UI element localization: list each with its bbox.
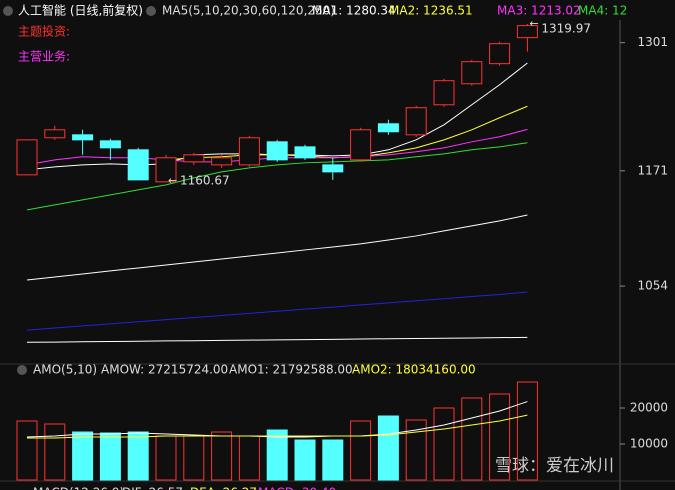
candle-body bbox=[266, 141, 288, 161]
candle-body bbox=[127, 149, 149, 181]
ma-line bbox=[26, 291, 528, 331]
volume-bar bbox=[44, 423, 66, 481]
volume-bar bbox=[294, 439, 316, 481]
volume-bar bbox=[72, 431, 94, 481]
macd-legend: MACD(12,26,9) bbox=[33, 486, 124, 490]
indicator-label: MA5(5,10,20,30,60,120,250) bbox=[162, 4, 335, 18]
volume-bar bbox=[433, 407, 455, 481]
candle-body bbox=[294, 146, 316, 159]
ma-line bbox=[26, 142, 528, 211]
legend-entry: AMO2: 18034160.00 bbox=[352, 363, 476, 377]
legend-entry: AMO(5,10) bbox=[33, 363, 97, 377]
candle-body bbox=[405, 107, 427, 136]
y-tick-label: 20000 bbox=[630, 400, 668, 414]
high-arrow: ← bbox=[529, 17, 538, 30]
candle-body bbox=[350, 129, 372, 161]
candle-body bbox=[155, 157, 177, 183]
volume-bar bbox=[183, 435, 205, 481]
macd-legend: DIF: 26.57 bbox=[122, 486, 183, 490]
legend-entry: AMO1: 21792588.00 bbox=[229, 363, 353, 377]
legend-entry: MA1: 1280.34 bbox=[312, 4, 396, 18]
high-label: 1319.97 bbox=[541, 21, 591, 35]
ma-line bbox=[26, 401, 528, 438]
indicator-icon[interactable] bbox=[17, 365, 27, 375]
volume-bar bbox=[155, 435, 177, 481]
legend-entry: MA2: 1236.51 bbox=[389, 4, 473, 18]
candle-body bbox=[211, 157, 233, 166]
ma-line bbox=[26, 214, 528, 281]
legend-entry: MA4: 12 bbox=[578, 4, 627, 18]
candle-body bbox=[516, 25, 538, 39]
ma-line bbox=[26, 336, 528, 343]
candle-body bbox=[183, 154, 205, 163]
legend-entry: AMOW: 27215724.00 bbox=[101, 363, 228, 377]
volume-bar bbox=[99, 432, 121, 481]
macd-legend: DEA: 26.27 bbox=[190, 486, 257, 490]
volume-bar bbox=[350, 420, 372, 481]
volume-bar bbox=[322, 439, 344, 481]
low-label: 1160.67 bbox=[180, 173, 230, 187]
low-arrow: ← bbox=[168, 174, 177, 187]
note: 主营业务: bbox=[18, 49, 70, 64]
volume-bar bbox=[16, 420, 38, 481]
y-tick-label: 1171 bbox=[637, 163, 668, 177]
volume-bar bbox=[127, 431, 149, 481]
volume-bar bbox=[405, 419, 427, 481]
volume-bar bbox=[266, 429, 288, 481]
candle-body bbox=[322, 164, 344, 173]
volume-bar bbox=[516, 381, 538, 481]
macd-legend: MACD: 30.40 bbox=[258, 486, 336, 490]
volume-bar bbox=[461, 397, 483, 481]
candle-body bbox=[238, 137, 260, 166]
menu-icon[interactable] bbox=[3, 6, 13, 16]
candle-body bbox=[72, 134, 94, 141]
volume-bar bbox=[489, 393, 511, 481]
candle-body bbox=[44, 129, 66, 139]
watermark: 雪球：爱在冰川 bbox=[495, 456, 614, 476]
candle-body bbox=[99, 140, 121, 149]
ma-line bbox=[27, 414, 528, 439]
candle-body bbox=[433, 80, 455, 106]
ma-line bbox=[165, 105, 528, 161]
candle-body bbox=[461, 61, 483, 85]
volume-bar bbox=[211, 431, 233, 481]
chart-title: 人工智能 (日线,前复权) bbox=[18, 3, 143, 18]
volume-bar bbox=[377, 415, 399, 481]
candle-body bbox=[16, 139, 38, 176]
candle-body bbox=[489, 43, 511, 65]
volume-bar bbox=[238, 435, 260, 481]
y-tick-label: 1054 bbox=[637, 279, 668, 293]
y-tick-label: 10000 bbox=[630, 436, 668, 450]
candle-body bbox=[377, 123, 399, 133]
y-tick-label: 1301 bbox=[637, 35, 668, 49]
indicator-icon[interactable] bbox=[146, 6, 156, 16]
legend-entry: MA3: 1213.02 bbox=[497, 4, 581, 18]
note: 主题投资: bbox=[18, 24, 70, 39]
